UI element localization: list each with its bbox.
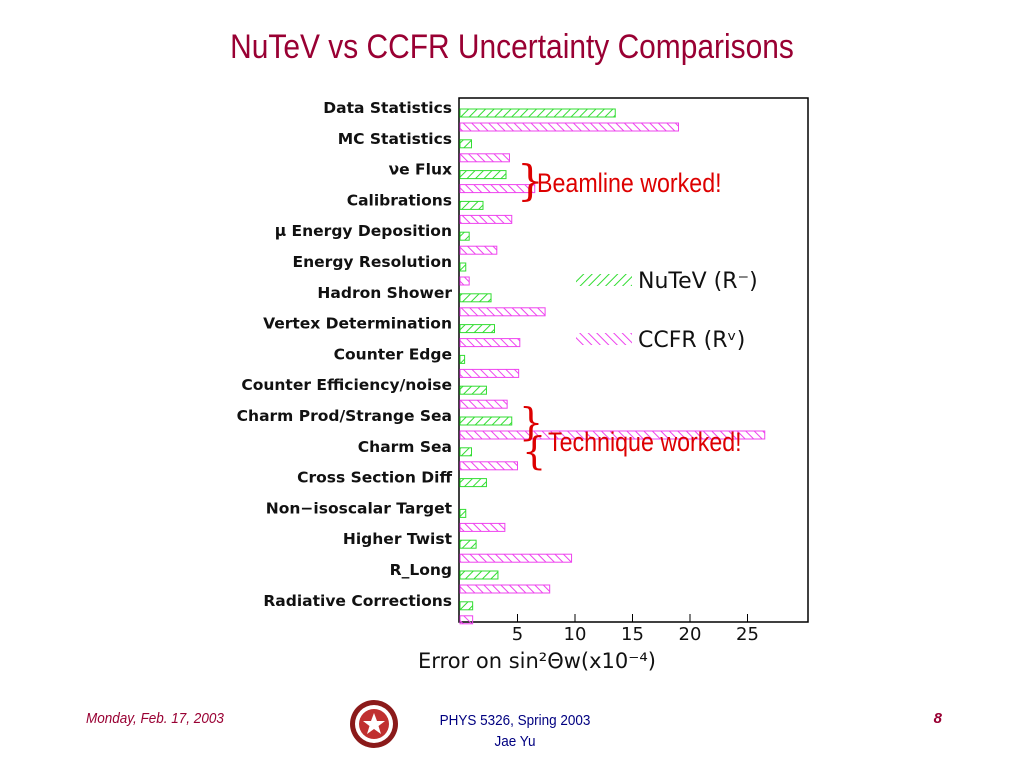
nutev-bar <box>459 262 467 272</box>
legend-label-ccfr: CCFR (Rᵛ) <box>638 328 745 353</box>
category-label: Charm Sea <box>358 438 452 456</box>
technique-brace-2: { <box>522 429 547 473</box>
ccfr-bar <box>459 368 520 378</box>
ccfr-bar <box>459 461 518 471</box>
ccfr-bar <box>459 245 498 255</box>
nutev-bar <box>459 293 492 303</box>
beamline-brace: } <box>517 156 544 205</box>
category-label: νe Flux <box>389 161 452 179</box>
category-label: R_Long <box>390 561 452 579</box>
category-label: Counter Efficiency/noise <box>241 376 452 394</box>
ccfr-bar <box>459 615 474 625</box>
category-label: Energy Resolution <box>293 253 452 271</box>
category-label: Radiative Corrections <box>263 592 452 610</box>
ccfr-bar <box>459 338 521 348</box>
x-axis-label: Error on sin²Θw(x10⁻⁴) <box>418 649 656 673</box>
nutev-bar <box>459 385 487 395</box>
category-label: Vertex Determination <box>263 315 452 333</box>
category-label: Higher Twist <box>343 530 453 548</box>
category-label: Cross Section Diff <box>297 469 452 487</box>
beamline-annotation: Beamline worked! <box>537 168 722 198</box>
technique-brace-1: } <box>519 400 544 444</box>
x-tick-label: 15 <box>621 624 644 645</box>
nutev-bar <box>459 324 495 334</box>
category-label: Calibrations <box>347 191 452 209</box>
category-label: MC Statistics <box>338 130 452 148</box>
nutev-bar <box>459 139 472 149</box>
ccfr-bar <box>459 584 551 594</box>
nutev-bar <box>459 539 477 549</box>
page-number: 8 <box>933 710 942 727</box>
x-tick-label: 25 <box>736 624 759 645</box>
category-label: μ Energy Deposition <box>275 222 452 240</box>
nutev-bar <box>459 601 474 611</box>
category-label: Non−isoscalar Target <box>266 499 453 517</box>
nutev-bar <box>459 447 472 457</box>
technique-annotation: Technique worked! <box>548 427 742 457</box>
ccfr-bar <box>459 153 510 163</box>
university-seal-icon <box>350 700 398 748</box>
footer-course-title: PHYS 5326, Spring 2003 <box>439 712 591 729</box>
x-tick-label: 20 <box>679 624 702 645</box>
ccfr-bar <box>459 214 513 224</box>
category-label: Charm Prod/Strange Sea <box>237 407 452 425</box>
ccfr-bar <box>459 430 766 440</box>
category-label: Counter Edge <box>334 345 452 363</box>
legend-swatch-nutev <box>576 274 632 286</box>
x-tick-label: 5 <box>512 624 523 645</box>
category-label: Data Statistics <box>323 99 452 117</box>
nutev-bar <box>459 508 467 518</box>
legend-label-nutev: NuTeV (R⁻) <box>638 269 758 294</box>
nutev-bar <box>459 478 487 488</box>
slide-title: NuTeV vs CCFR Uncertainty Comparisons <box>230 28 794 66</box>
footer-course: PHYS 5326, Spring 2003 Jae Yu <box>430 710 601 752</box>
ccfr-bar <box>459 522 506 532</box>
ccfr-bar <box>459 276 470 286</box>
ccfr-bar <box>459 184 536 194</box>
nutev-bar <box>459 231 470 241</box>
nutev-bar <box>459 170 507 180</box>
ccfr-bar <box>459 553 573 563</box>
legend-swatch-ccfr <box>576 333 632 345</box>
nutev-bar <box>459 570 499 580</box>
ccfr-bar <box>459 399 508 409</box>
nutev-bar <box>459 108 616 118</box>
nutev-bar <box>459 200 484 210</box>
plot-frame <box>458 97 809 623</box>
nutev-bar <box>459 354 466 364</box>
x-tick-label: 10 <box>564 624 587 645</box>
ccfr-bar <box>459 307 546 317</box>
nutev-bar <box>459 416 513 426</box>
ccfr-bar <box>459 122 679 132</box>
footer-date: Monday, Feb. 17, 2003 <box>86 710 224 727</box>
footer-author: Jae Yu <box>494 733 536 750</box>
category-label: Hadron Shower <box>317 284 452 302</box>
